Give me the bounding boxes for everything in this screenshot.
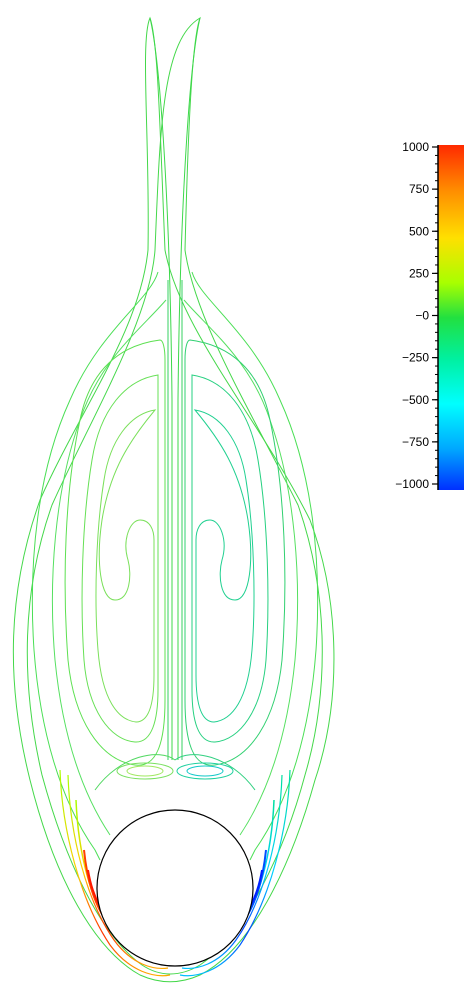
contour-line: [95, 409, 157, 723]
contour-line: [179, 769, 291, 977]
contour-line: [31, 271, 159, 861]
colorbar: 1000 750 500 250 −0 −250 −500 −750 −1000: [395, 140, 464, 491]
colorbar-tick-label: 1000: [402, 140, 429, 154]
colorbar-tick-label: 250: [409, 266, 429, 280]
colorbar-gradient: [438, 145, 464, 490]
contour-line: [176, 762, 234, 780]
contour-line: [81, 374, 159, 743]
left-vortex-contours: [64, 339, 166, 766]
contour-line: [126, 765, 164, 777]
near-wake-contours: [94, 754, 256, 791]
contour-line: [26, 16, 323, 975]
contour-line: [116, 762, 174, 780]
contour-line: [12, 16, 335, 983]
colorbar-tick-label: 500: [409, 224, 429, 238]
contour-line: [177, 17, 201, 760]
contour-line: [149, 17, 173, 760]
contour-line: [193, 409, 255, 723]
right-vortex-contours: [184, 339, 286, 766]
contour-line: [94, 754, 176, 791]
colorbar-tick-label: 750: [409, 182, 429, 196]
cylinder-obstacle: [96, 809, 254, 967]
center-contours: [149, 17, 201, 760]
contour-line: [191, 374, 269, 743]
contour-line: [67, 774, 169, 969]
outer-contours: [12, 16, 335, 983]
contour-line: [174, 754, 256, 791]
contour-line: [64, 339, 166, 766]
colorbar-tick-label: −0: [415, 309, 429, 323]
colorbar-tick-label: −500: [402, 393, 429, 407]
contour-line: [191, 271, 319, 861]
contour-line: [59, 769, 171, 977]
contour-line: [186, 765, 224, 777]
contour-line: [181, 774, 283, 969]
colorbar-tick-label: −750: [402, 435, 429, 449]
contour-line: [184, 339, 286, 766]
contour-line: [51, 299, 167, 836]
contour-line: [183, 299, 299, 836]
colorbar-tick-label: −250: [402, 351, 429, 365]
colorbar-major-ticks: 1000 750 500 250 −0 −250 −500 −750 −1000: [395, 140, 438, 491]
colorbar-tick-label: −1000: [395, 477, 429, 491]
